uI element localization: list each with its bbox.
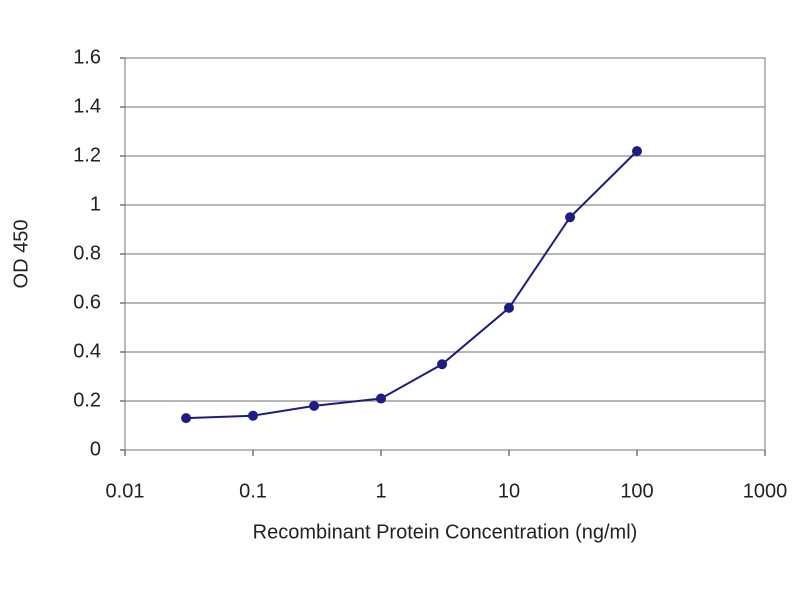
data-point [504,302,514,313]
data-point [376,393,386,404]
y-tick-label: 1.4 [73,95,101,117]
y-tick-label: 1.2 [73,144,101,166]
data-point [181,413,192,424]
y-tick-label: 1.6 [73,46,101,68]
y-tick-label: 0.4 [73,340,101,362]
data-point [437,359,448,370]
y-axis-label: OD 450 [10,220,32,289]
data-point [309,400,320,411]
x-tick-label: 0.1 [239,480,267,502]
x-tick-label: 1000 [743,480,788,502]
x-tick-label: 10 [498,480,520,502]
x-axis-label: Recombinant Protein Concentration (ng/ml… [253,521,638,543]
y-tick-label: 0.8 [73,242,101,264]
data-point [565,212,576,223]
x-tick-label: 1 [375,480,386,502]
y-tick-label: 0 [90,438,101,460]
data-point [632,146,642,157]
x-tick-label: 0.01 [106,480,145,502]
x-tick-label: 100 [620,480,653,502]
series-line [186,150,638,420]
data-point [248,410,258,421]
y-tick-label: 0.2 [73,389,101,411]
y-tick-label: 0.6 [73,291,101,313]
y-tick-label: 1 [90,193,101,215]
